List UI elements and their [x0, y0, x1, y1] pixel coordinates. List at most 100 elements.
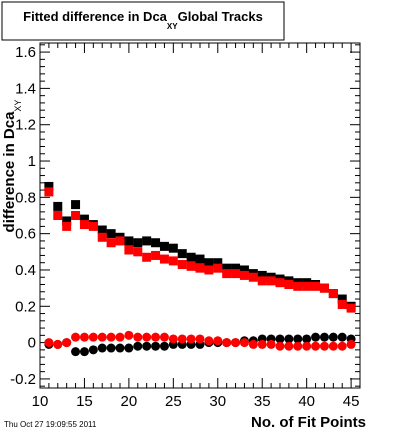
- timestamp: Thu Oct 27 19:09:55 2011: [4, 420, 97, 429]
- y-tick-label: -0.2: [10, 371, 36, 388]
- series-3-point: [204, 336, 214, 346]
- series-1-point: [302, 281, 312, 291]
- series-0-point: [151, 238, 161, 248]
- x-tick-label: 25: [165, 393, 182, 410]
- y-tick-label: 1.6: [15, 44, 36, 61]
- series-1-point: [115, 236, 125, 246]
- series-0-point: [97, 225, 107, 235]
- series-1-point: [346, 303, 356, 313]
- series-0-point: [124, 236, 134, 246]
- series-1-point: [159, 254, 169, 264]
- series-2-point: [284, 334, 294, 344]
- series-2-point: [337, 332, 347, 342]
- series-3-point: [106, 332, 116, 342]
- y-tick-label: 0.6: [15, 226, 36, 243]
- series-0-point: [79, 214, 89, 224]
- series-3-point: [151, 332, 161, 342]
- series-1-point: [248, 272, 258, 282]
- title-main: Fitted difference in Dca: [23, 9, 168, 24]
- series-0-point: [177, 249, 187, 259]
- chart-title: Fitted difference in DcaXYGlobal Tracks: [23, 9, 263, 31]
- series-0-point: [62, 216, 72, 226]
- series-1-point: [284, 280, 294, 289]
- x-tick-label: 35: [254, 393, 271, 410]
- title-tail: Global Tracks: [178, 9, 263, 24]
- series-2-point: [302, 334, 312, 344]
- series-3-point: [213, 336, 223, 346]
- series-3-point: [346, 339, 356, 349]
- series-0-point: [106, 229, 116, 239]
- series-2-point: [97, 343, 107, 353]
- x-axis-label: No. of Fit Points: [251, 414, 366, 431]
- series-3-point: [177, 334, 187, 344]
- series-2-point: [115, 343, 125, 353]
- series-0-point: [337, 294, 347, 304]
- data-markers: [44, 181, 356, 357]
- series-3-point: [115, 332, 125, 342]
- series-1-point: [311, 281, 321, 291]
- series-0-point: [231, 263, 241, 273]
- series-1-point: [124, 245, 134, 255]
- series-3-point: [159, 332, 169, 342]
- x-tick-label: 45: [343, 393, 360, 410]
- series-3-point: [97, 332, 107, 342]
- x-tick-label: 40: [298, 393, 315, 410]
- y-tick-label: 1: [28, 153, 36, 170]
- series-1-point: [222, 269, 232, 279]
- series-3-point: [222, 338, 232, 348]
- series-1-point: [151, 250, 161, 260]
- series-1-point: [142, 252, 152, 262]
- series-2-point: [88, 345, 98, 355]
- y-axis-label-main: difference in Dca: [1, 111, 18, 233]
- series-3-point: [266, 339, 276, 349]
- y-tick-label: 0.2: [15, 298, 36, 315]
- x-tick-label: 30: [209, 393, 226, 410]
- series-3-point: [124, 330, 134, 340]
- series-3-point: [62, 338, 72, 348]
- y-axis-label-subscript: XY: [13, 100, 23, 112]
- series-1-point: [213, 263, 223, 273]
- series-1-point: [319, 283, 329, 293]
- series-1-point: [293, 281, 303, 291]
- series-1-point: [195, 263, 205, 273]
- series-0-point: [213, 258, 223, 268]
- axis-ticks: 10 15 20 25 30 35 40 45 -0.2 0 0.2 0.4 0.6 0.8 1 1.2 1.4…: [10, 43, 361, 410]
- series-0-point: [195, 254, 205, 264]
- series-1-point: [97, 232, 107, 242]
- series-0-point: [159, 241, 169, 251]
- series-1-point: [168, 256, 178, 266]
- series-1-point: [275, 278, 285, 288]
- series-3-point: [248, 339, 258, 349]
- series-0-point: [133, 238, 143, 248]
- series-1-point: [79, 220, 89, 230]
- series-0-point: [142, 236, 152, 246]
- series-3-point: [293, 341, 303, 351]
- series-1-point: [204, 265, 214, 275]
- series-0-point: [168, 243, 178, 253]
- series-1-point: [53, 211, 63, 220]
- series-3-point: [168, 334, 178, 344]
- series-3-point: [328, 341, 338, 351]
- series-2-point: [319, 332, 329, 342]
- series-1-point: [44, 187, 54, 197]
- series-1-point: [88, 221, 98, 231]
- series-1-point: [239, 270, 249, 280]
- series-2-point: [79, 347, 89, 357]
- series-2-point: [159, 341, 169, 351]
- series-2-point: [328, 332, 338, 342]
- series-0-point: [257, 270, 267, 280]
- series-3-point: [231, 338, 241, 348]
- series-1-point: [337, 299, 347, 309]
- series-3-point: [284, 341, 294, 351]
- series-3-point: [275, 341, 285, 351]
- x-tick-label: 15: [76, 393, 93, 410]
- series-3-point: [71, 332, 81, 342]
- series-3-point: [133, 332, 143, 342]
- series-3-point: [142, 332, 152, 342]
- series-3-point: [79, 332, 89, 342]
- series-3-point: [239, 338, 249, 348]
- series-2-point: [133, 341, 143, 351]
- series-1-point: [177, 260, 187, 270]
- series-0-point: [186, 252, 196, 262]
